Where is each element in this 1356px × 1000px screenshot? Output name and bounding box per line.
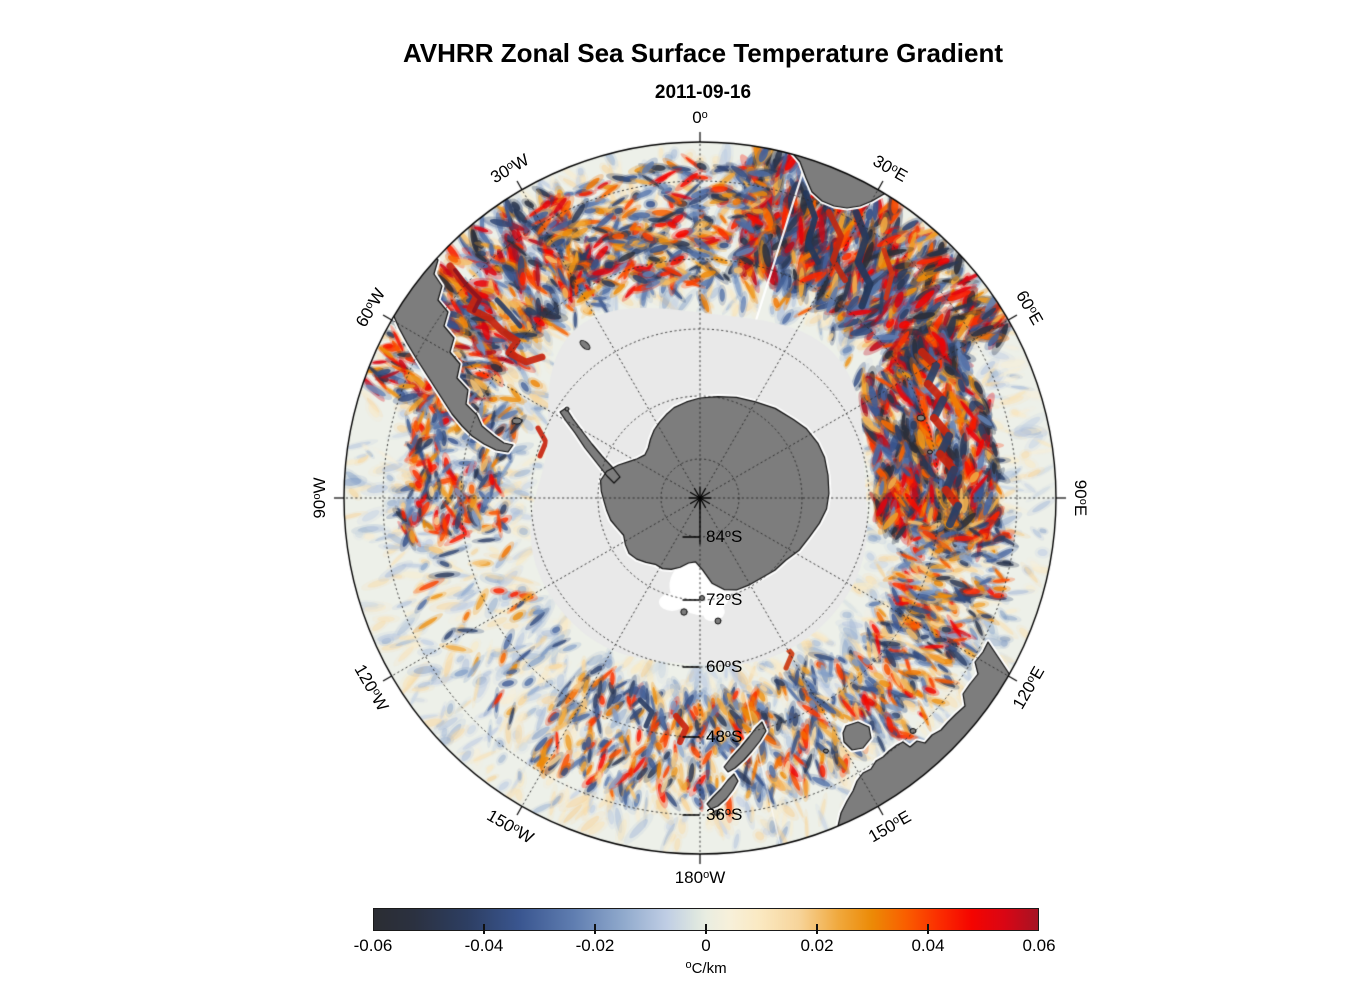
parallel-label-48S: 48oS bbox=[706, 727, 743, 746]
degree-superscript: o bbox=[703, 869, 710, 882]
degree-superscript: o bbox=[724, 528, 732, 541]
meridian-label-90E: 90oE bbox=[1071, 479, 1090, 517]
degree-superscript: o bbox=[369, 686, 384, 698]
colorbar-tick-label-0.06: 0.06 bbox=[1022, 936, 1056, 955]
colorbar-tick-label-0.02: 0.02 bbox=[800, 936, 834, 955]
degree-superscript: o bbox=[1076, 498, 1089, 505]
degree-superscript: o bbox=[504, 158, 516, 173]
colorbar-tick-label-0.04: 0.04 bbox=[911, 936, 945, 955]
colorbar-tick bbox=[483, 924, 485, 934]
colorbar-tick-label--0.02: -0.02 bbox=[575, 936, 615, 955]
colorbar-tick bbox=[927, 924, 929, 934]
degree-superscript: o bbox=[511, 820, 523, 835]
degree-superscript: o bbox=[685, 959, 692, 972]
colorbar-tick-label--0.04: -0.04 bbox=[464, 936, 504, 955]
degree-superscript: o bbox=[701, 109, 708, 122]
colorbar-tick bbox=[594, 924, 596, 934]
meridian-label-90W: 90oW bbox=[310, 477, 329, 519]
degree-superscript: o bbox=[1026, 304, 1041, 316]
parallel-label-36S: 36oS bbox=[706, 805, 743, 824]
colorbar-tick bbox=[705, 924, 707, 934]
colorbar-unit-label: oC/km bbox=[685, 959, 727, 977]
degree-superscript: o bbox=[724, 658, 732, 671]
degree-superscript: o bbox=[362, 299, 376, 311]
colorbar bbox=[373, 908, 1039, 934]
degree-superscript: o bbox=[724, 591, 732, 604]
meridian-label-180W: 180oW bbox=[674, 868, 726, 887]
colorbar-tick bbox=[816, 924, 818, 934]
degree-superscript: o bbox=[889, 161, 901, 175]
degree-superscript: o bbox=[724, 728, 732, 741]
degree-superscript: o bbox=[311, 493, 324, 500]
parallel-label-72S: 72oS bbox=[706, 590, 743, 609]
parallel-label-84S: 84oS bbox=[706, 527, 743, 546]
parallel-label-60S: 60oS bbox=[706, 657, 743, 676]
meridian-label-0: 0o bbox=[692, 108, 708, 127]
degree-superscript: o bbox=[1024, 673, 1038, 685]
colorbar-tick-label-0: 0 bbox=[701, 936, 711, 955]
colorbar-tick-label--0.06: -0.06 bbox=[353, 936, 393, 955]
degree-superscript: o bbox=[724, 806, 732, 819]
degree-superscript: o bbox=[890, 813, 902, 828]
